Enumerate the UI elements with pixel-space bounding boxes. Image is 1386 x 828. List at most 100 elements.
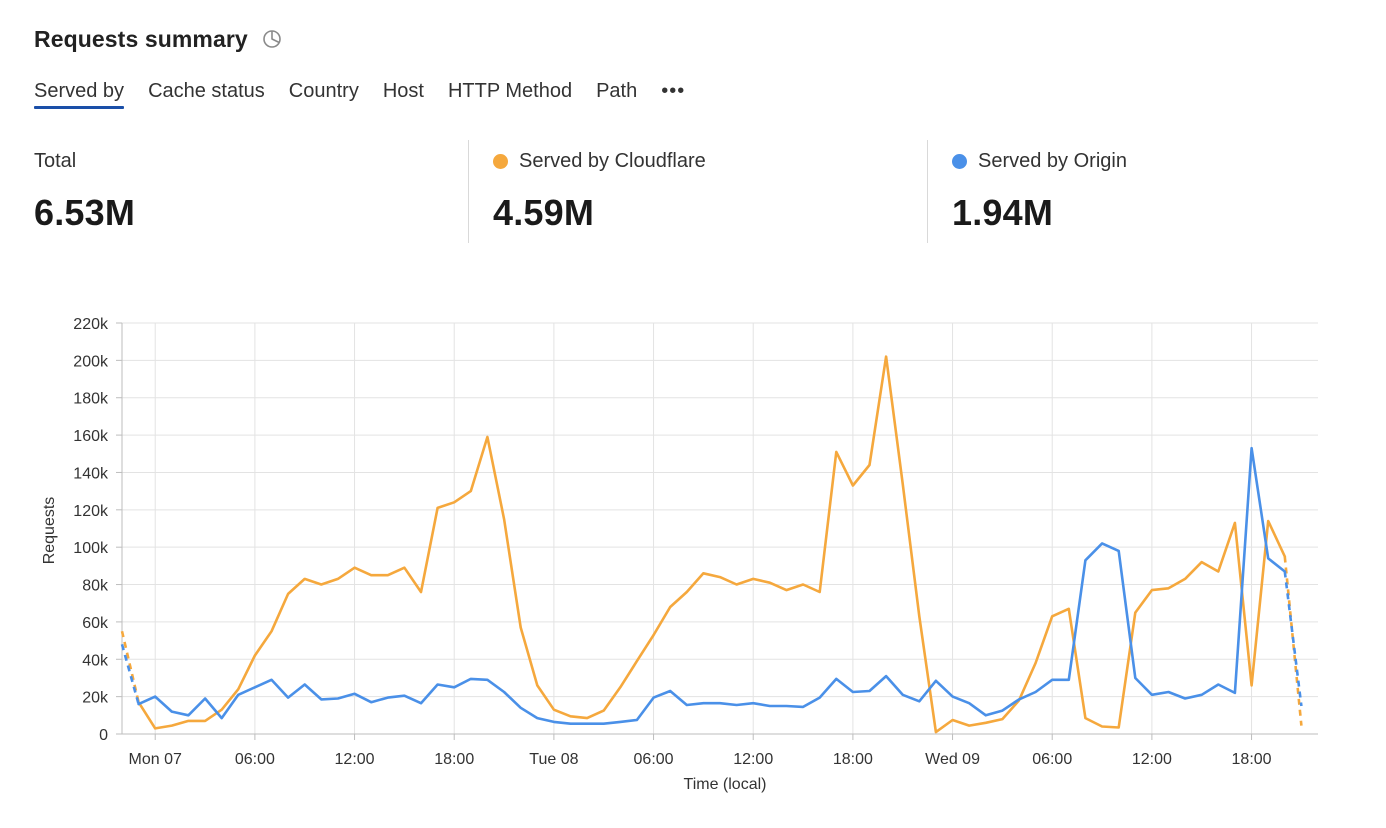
stat-origin[interactable]: Served by Origin 1.94M xyxy=(952,140,1127,244)
data-point-served-by-cloudflare xyxy=(535,683,539,687)
data-point-served-by-cloudflare xyxy=(1000,717,1004,721)
origin-legend-dot xyxy=(952,153,967,169)
data-point-served-by-cloudflare xyxy=(270,629,274,633)
x-tick-label: 12:00 xyxy=(1132,751,1172,768)
data-point-served-by-cloudflare xyxy=(552,708,556,712)
y-tick-label: 20k xyxy=(82,690,109,707)
tab-cache-status[interactable]: Cache status xyxy=(148,80,265,102)
data-point-served-by-cloudflare xyxy=(884,355,888,359)
data-point-served-by-origin xyxy=(685,703,689,707)
data-point-served-by-origin xyxy=(1167,690,1171,694)
data-point-served-by-cloudflare xyxy=(402,566,406,570)
data-point-served-by-cloudflare xyxy=(685,590,689,594)
stat-divider xyxy=(468,140,469,243)
data-point-served-by-origin xyxy=(1299,704,1303,708)
data-point-served-by-cloudflare xyxy=(701,571,705,575)
data-point-served-by-cloudflare xyxy=(652,633,656,637)
tab-served-by[interactable]: Served by xyxy=(34,78,125,110)
x-tick-label: 18:00 xyxy=(833,751,873,768)
data-point-served-by-cloudflare xyxy=(668,605,672,609)
chart-svg[interactable]: 0 20k 40k 60k 80k 100k 120k 140k 160k 180k 200k 220… xyxy=(0,300,1386,810)
data-point-served-by-cloudflare xyxy=(718,575,722,579)
y-tick-label: 160k xyxy=(73,428,109,445)
stat-cloudflare[interactable]: Served by Cloudflare 4.59M xyxy=(493,140,706,244)
data-point-served-by-origin xyxy=(1216,683,1220,687)
requests-chart[interactable]: 0 20k 40k 60k 80k 100k 120k 140k 160k 180k 200k 220… xyxy=(0,300,1386,810)
data-point-served-by-cloudflare xyxy=(1299,724,1303,728)
data-point-served-by-cloudflare xyxy=(452,500,456,504)
more-tabs-icon[interactable]: ••• xyxy=(661,80,686,102)
data-point-served-by-origin xyxy=(1067,678,1071,682)
data-point-served-by-cloudflare xyxy=(569,714,573,718)
data-point-served-by-origin xyxy=(569,722,573,726)
y-tick-label: 0 xyxy=(99,727,108,744)
data-point-served-by-origin xyxy=(436,683,440,687)
stat-cloudflare-label: Served by Cloudflare xyxy=(519,149,706,172)
pie-chart-icon[interactable] xyxy=(262,29,282,49)
data-point-served-by-origin xyxy=(137,702,141,706)
data-point-served-by-cloudflare xyxy=(220,708,224,712)
panel-title: Requests summary xyxy=(34,25,248,52)
stat-origin-label: Served by Origin xyxy=(978,149,1127,172)
data-point-served-by-origin xyxy=(735,703,739,707)
y-tick-label: 80k xyxy=(82,578,109,595)
x-tick-label: 18:00 xyxy=(1232,751,1272,768)
data-point-served-by-origin xyxy=(1100,541,1104,545)
data-point-served-by-cloudflare xyxy=(253,654,257,658)
data-point-served-by-cloudflare xyxy=(951,718,955,722)
y-tick-label: 220k xyxy=(73,316,109,333)
stat-total-label: Total xyxy=(34,149,77,172)
stat-cloudflare-value: 4.59M xyxy=(493,192,595,233)
tab-path[interactable]: Path xyxy=(596,80,638,102)
data-point-served-by-origin xyxy=(535,716,539,720)
data-point-served-by-origin xyxy=(818,696,822,700)
data-point-served-by-cloudflare xyxy=(1100,725,1104,729)
data-point-served-by-cloudflare xyxy=(170,724,174,728)
data-point-served-by-origin xyxy=(652,696,656,700)
data-point-served-by-cloudflare xyxy=(303,577,307,581)
data-point-served-by-origin xyxy=(984,713,988,717)
data-point-served-by-origin xyxy=(303,683,307,687)
data-point-served-by-origin xyxy=(585,722,589,726)
data-point-served-by-origin xyxy=(951,695,955,699)
data-point-served-by-origin xyxy=(967,701,971,705)
data-point-served-by-origin xyxy=(1050,678,1054,682)
data-point-served-by-cloudflare xyxy=(369,573,373,577)
data-point-served-by-cloudflare xyxy=(502,517,506,521)
data-point-served-by-cloudflare xyxy=(1050,614,1054,618)
stat-origin-value: 1.94M xyxy=(952,192,1054,233)
data-point-served-by-origin xyxy=(917,699,921,703)
data-point-served-by-cloudflare xyxy=(751,577,755,581)
data-point-served-by-origin xyxy=(701,701,705,705)
data-point-served-by-cloudflare xyxy=(186,719,190,723)
stats-row: Total 6.53M Served by Cloudflare 4.59M S… xyxy=(0,140,1386,244)
data-point-served-by-origin xyxy=(1034,690,1038,694)
data-point-served-by-origin xyxy=(1266,556,1270,560)
x-tick-label: 06:00 xyxy=(1032,751,1072,768)
data-point-served-by-origin xyxy=(1233,691,1237,695)
x-tick-label: Mon 07 xyxy=(129,751,182,768)
tab-http-method[interactable]: HTTP Method xyxy=(447,80,573,102)
tab-country[interactable]: Country xyxy=(288,80,359,102)
y-tick-label: 100k xyxy=(73,540,109,557)
data-point-served-by-origin xyxy=(1250,446,1254,450)
x-tick-label: Tue 08 xyxy=(529,751,578,768)
data-point-served-by-cloudflare xyxy=(1117,726,1121,730)
data-point-served-by-origin xyxy=(1150,693,1154,697)
data-point-served-by-origin xyxy=(485,678,489,682)
data-point-served-by-origin xyxy=(120,642,124,646)
data-point-served-by-cloudflare xyxy=(602,709,606,713)
data-point-served-by-origin xyxy=(1283,570,1287,574)
data-point-served-by-cloudflare xyxy=(635,659,639,663)
data-point-served-by-cloudflare xyxy=(851,484,855,488)
tab-host[interactable]: Host xyxy=(382,80,424,102)
data-point-served-by-origin xyxy=(552,720,556,724)
data-point-served-by-origin xyxy=(519,706,523,710)
data-point-served-by-origin xyxy=(236,693,240,697)
data-point-served-by-origin xyxy=(618,720,622,724)
data-point-served-by-cloudflare xyxy=(153,726,157,730)
data-point-served-by-cloudflare xyxy=(618,685,622,689)
x-tick-label: 18:00 xyxy=(434,751,474,768)
data-point-served-by-cloudflare xyxy=(353,566,357,570)
data-point-served-by-cloudflare xyxy=(319,583,323,587)
